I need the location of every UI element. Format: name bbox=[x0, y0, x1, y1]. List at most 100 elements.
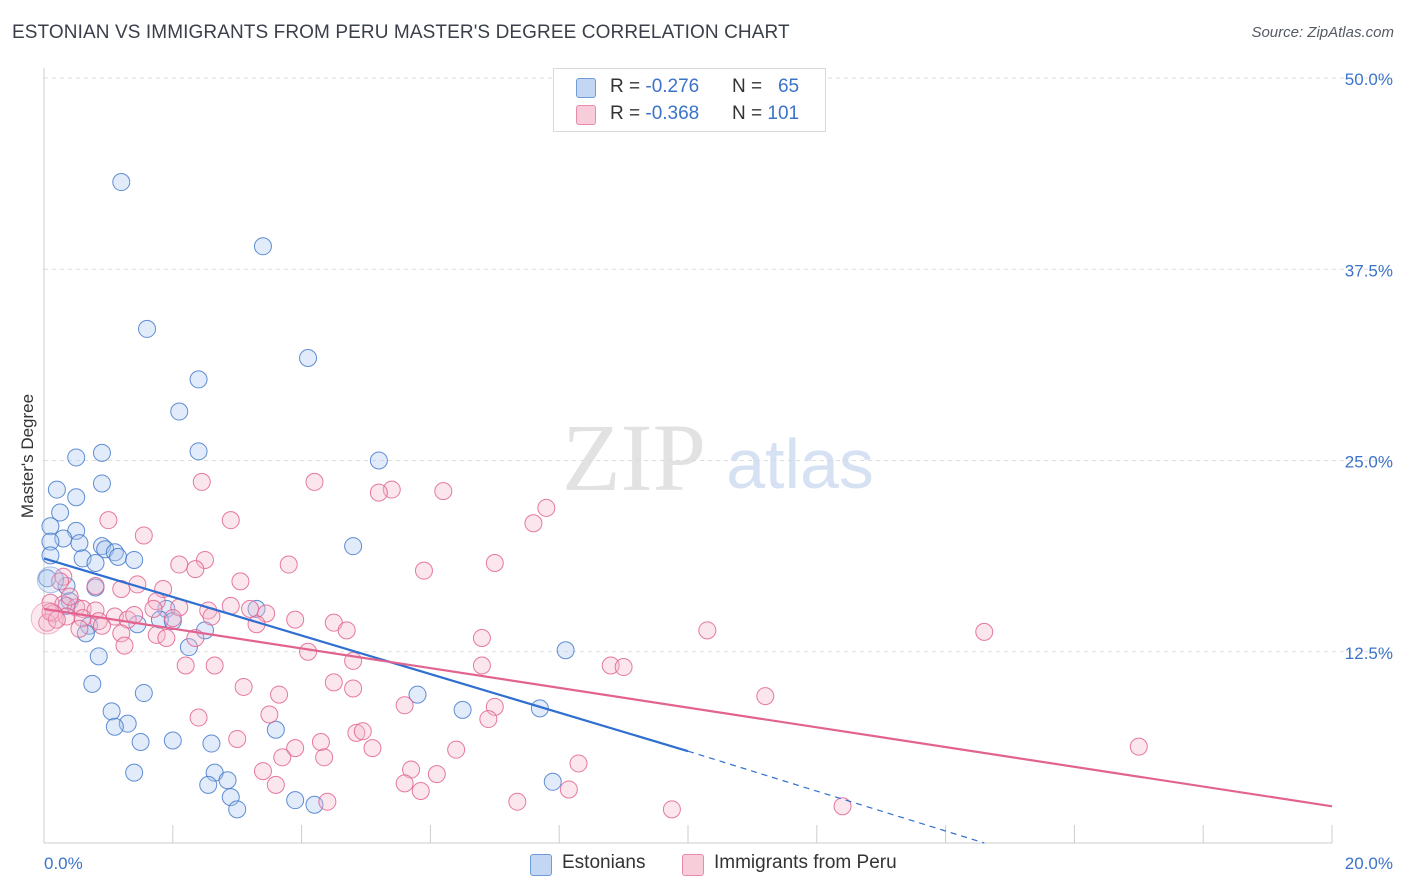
legend-swatch-pink bbox=[576, 105, 596, 125]
estonian-point bbox=[543, 772, 562, 791]
estonian-point bbox=[170, 402, 189, 421]
estonian-point bbox=[453, 700, 472, 719]
correlation-legend: R = -0.276 N = 65 R = -0.368 N = 101 bbox=[553, 68, 826, 132]
peru-point bbox=[157, 628, 176, 647]
estonian-point bbox=[83, 674, 102, 693]
peru-point bbox=[324, 673, 343, 692]
legend-r-label: R = bbox=[610, 103, 646, 124]
estonian-point bbox=[266, 720, 285, 739]
peru-point bbox=[176, 656, 195, 675]
peru-point bbox=[756, 687, 775, 706]
peru-point bbox=[698, 621, 717, 640]
peru-point bbox=[395, 774, 414, 793]
legend-swatch-pink bbox=[682, 854, 704, 876]
peru-point bbox=[537, 498, 556, 517]
trend-line-estonians-extension bbox=[687, 750, 985, 844]
legend-swatch-blue bbox=[576, 78, 596, 98]
estonian-point bbox=[109, 547, 128, 566]
peru-point bbox=[234, 677, 253, 696]
watermark-zip: ZIP bbox=[562, 404, 706, 511]
estonian-point bbox=[105, 717, 124, 736]
legend-label-peru: Immigrants from Peru bbox=[714, 852, 897, 873]
peru-point bbox=[67, 598, 86, 617]
peru-point bbox=[221, 511, 240, 530]
y-tick-label: 50.0% bbox=[1345, 70, 1393, 89]
estonian-point bbox=[41, 532, 60, 551]
estonian-point bbox=[102, 702, 121, 721]
peru-point bbox=[286, 739, 305, 758]
peru-point bbox=[305, 472, 324, 491]
peru-point bbox=[434, 482, 453, 501]
peru-point bbox=[1129, 737, 1148, 756]
peru-point bbox=[411, 781, 430, 800]
peru-point bbox=[270, 685, 289, 704]
estonian-point bbox=[86, 554, 105, 573]
peru-point bbox=[414, 561, 433, 580]
peru-point bbox=[299, 642, 318, 661]
trend-line-peru bbox=[43, 607, 1333, 808]
peru-point bbox=[253, 762, 272, 781]
estonian-point bbox=[131, 733, 150, 752]
peru-point bbox=[479, 710, 498, 729]
peru-point bbox=[337, 621, 356, 640]
estonian-point bbox=[218, 771, 237, 790]
data-points bbox=[30, 173, 1148, 819]
legend-label-estonians: Estonians bbox=[562, 852, 646, 873]
estonian-point bbox=[92, 474, 111, 493]
source-credit: Source: ZipAtlas.com bbox=[1251, 24, 1394, 41]
peru-point bbox=[662, 800, 681, 819]
peru-point bbox=[41, 593, 60, 612]
peru-point bbox=[86, 576, 105, 595]
peru-point bbox=[228, 729, 247, 748]
y-tick-label: 12.5% bbox=[1345, 644, 1393, 663]
y-tick-label: 25.0% bbox=[1345, 453, 1393, 472]
legend-n-label: N = bbox=[732, 103, 768, 124]
legend-n-value: 101 bbox=[767, 103, 800, 124]
estonian-point bbox=[228, 800, 247, 819]
estonian-point bbox=[134, 684, 153, 703]
peru-point bbox=[231, 572, 250, 591]
legend-n-value: 65 bbox=[777, 76, 800, 97]
peru-point bbox=[163, 609, 182, 628]
estonian-point bbox=[253, 237, 272, 256]
peru-point bbox=[38, 613, 57, 632]
y-tick-label: 37.5% bbox=[1345, 261, 1393, 280]
peru-point bbox=[569, 754, 588, 773]
peru-point bbox=[186, 560, 205, 579]
peru-point bbox=[395, 696, 414, 715]
peru-point bbox=[279, 555, 298, 574]
estonian-point bbox=[92, 443, 111, 462]
legend-swatch-blue bbox=[530, 854, 552, 876]
peru-point bbox=[344, 679, 363, 698]
peru-point bbox=[266, 775, 285, 794]
estonian-point bbox=[150, 610, 169, 629]
trend-lines bbox=[43, 557, 1333, 844]
peru-point bbox=[99, 511, 118, 530]
peru-point bbox=[353, 722, 372, 741]
estonian-point bbox=[112, 173, 131, 192]
peru-point bbox=[559, 780, 578, 799]
estonian-point bbox=[70, 534, 89, 553]
peru-point bbox=[315, 748, 334, 767]
peru-point bbox=[524, 514, 543, 533]
peru-point bbox=[311, 733, 330, 752]
x-tick-label: 20.0% bbox=[1345, 854, 1393, 873]
estonian-point bbox=[189, 370, 208, 389]
estonian-point bbox=[369, 451, 388, 470]
peru-point bbox=[363, 739, 382, 758]
peru-point bbox=[144, 599, 163, 618]
peru-point bbox=[30, 601, 64, 635]
estonian-point bbox=[138, 319, 157, 338]
estonian-point bbox=[163, 731, 182, 750]
peru-point bbox=[51, 572, 70, 591]
estonian-point bbox=[36, 566, 64, 594]
estonian-point bbox=[51, 503, 70, 522]
legend-r-value: -0.368 bbox=[645, 103, 700, 124]
x-tick-label: 0.0% bbox=[44, 854, 83, 873]
chart-title: ESTONIAN VS IMMIGRANTS FROM PERU MASTER'… bbox=[12, 22, 790, 43]
peru-point bbox=[833, 797, 852, 816]
estonian-point bbox=[76, 624, 95, 643]
peru-point bbox=[70, 619, 89, 638]
peru-point bbox=[485, 554, 504, 573]
